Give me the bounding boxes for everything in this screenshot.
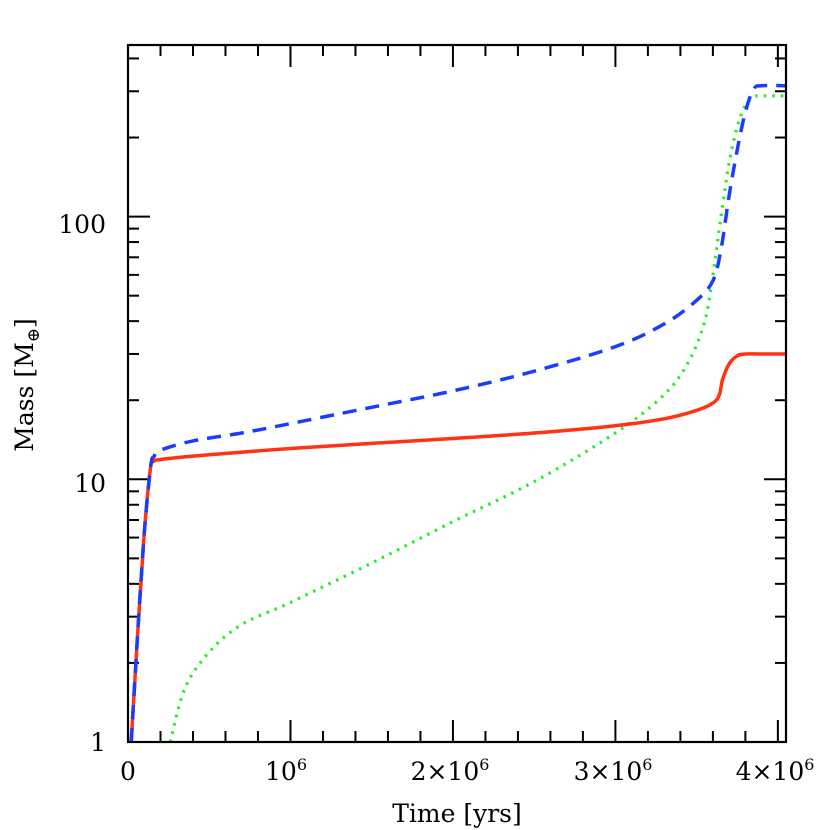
x-tick-label-0: 0 — [120, 757, 136, 786]
x-tick-label-3: 3×106 — [574, 755, 653, 786]
x-tick-label-1: 106 — [265, 755, 307, 786]
series-core-line — [129, 352, 786, 743]
x-tick-label-2: 2×106 — [411, 755, 490, 786]
y-tick-label-10: 10 — [74, 469, 106, 498]
axis-ticks — [128, 45, 786, 742]
series-envelope-line — [168, 94, 787, 743]
y-axis-label: Mass [M⊕] — [10, 318, 44, 451]
y-tick-label-1: 1 — [90, 728, 106, 757]
series-total-line — [129, 83, 787, 743]
x-axis-label: Time [yrs] — [392, 799, 522, 828]
y-tick-label-100: 100 — [58, 210, 106, 239]
x-tick-label-4: 4×106 — [736, 755, 815, 786]
data-curves — [129, 83, 787, 743]
plot-frame — [126, 43, 788, 744]
